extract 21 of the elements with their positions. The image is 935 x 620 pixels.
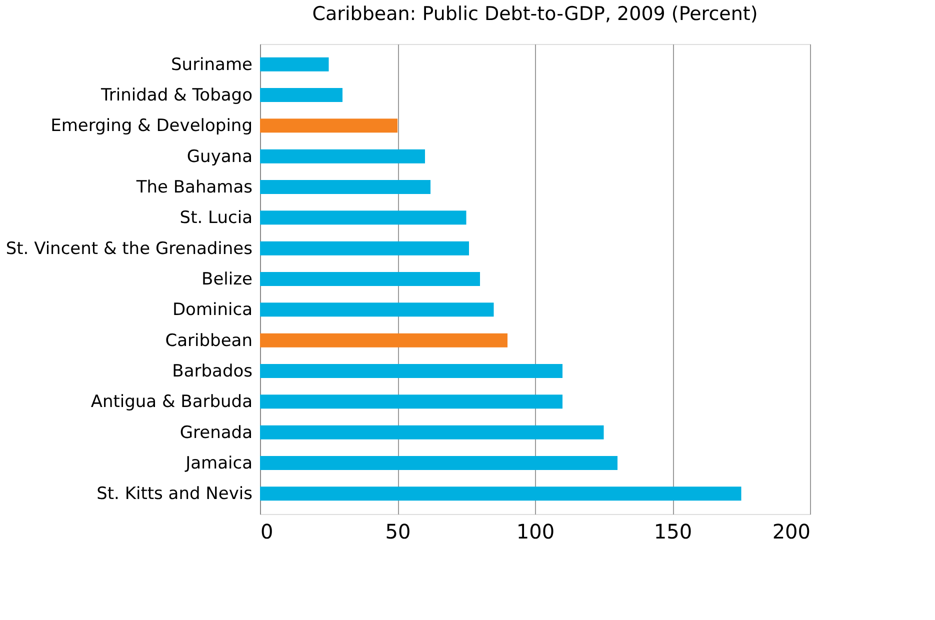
- y-tick-label: The Bahamas: [135, 178, 253, 198]
- y-tick-label: Caribbean: [165, 330, 252, 351]
- y-tick-label: Guyana: [186, 146, 252, 167]
- y-tick-label: Antigua & Barbuda: [90, 392, 252, 412]
- y-tick-label: Grenada: [180, 422, 252, 443]
- y-tick-label: Trinidad & Tobago: [100, 86, 252, 106]
- y-tick-label: Belize: [202, 270, 252, 290]
- x-tick-label: 200: [772, 520, 810, 544]
- x-tick-label: 100: [516, 520, 555, 544]
- y-tick-label: Jamaica: [184, 454, 252, 474]
- y-tick-label: Emerging & Developing: [50, 116, 252, 136]
- x-tick-label: 50: [385, 520, 411, 544]
- y-tick-label: Barbados: [172, 362, 253, 382]
- y-tick-label: St. Vincent & the Grenadines: [6, 238, 253, 259]
- y-tick-label: St. Kitts and Nevis: [96, 484, 253, 504]
- y-tick-label: Suriname: [171, 54, 252, 75]
- chart-title: Caribbean: Public Debt-to-GDP, 2009 (Percent): [312, 3, 758, 25]
- y-tick-label: Dominica: [172, 300, 252, 320]
- x-tick-label: 150: [654, 520, 692, 544]
- x-tick-label: 0: [260, 520, 274, 544]
- y-tick-label: St. Lucia: [180, 208, 252, 228]
